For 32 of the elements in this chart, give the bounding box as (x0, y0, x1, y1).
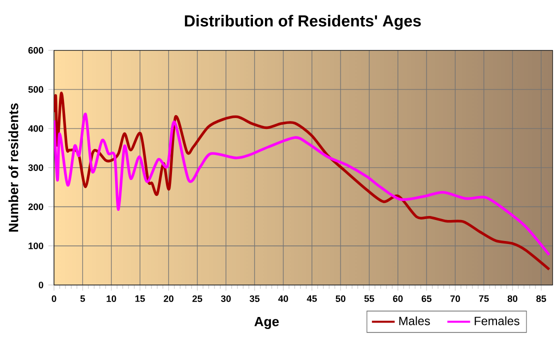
x-tick-label: 60 (393, 295, 403, 302)
y-tick-label: 0 (38, 282, 44, 288)
line-series (54, 92, 551, 271)
y-tick-label: 500 (28, 86, 44, 93)
legend-label: Females (474, 316, 520, 326)
x-tick-label: 45 (306, 295, 317, 302)
line-series (54, 112, 551, 256)
x-tick-label: 75 (479, 295, 489, 302)
x-tick-label: 70 (450, 295, 460, 302)
x-tick-label: 25 (192, 295, 202, 302)
x-tick-label: 55 (364, 295, 374, 302)
x-tick-label: 5 (80, 295, 86, 302)
y-tick-label: 600 (28, 47, 44, 54)
x-tick-label: 10 (106, 295, 116, 302)
x-tick-label: 80 (508, 295, 518, 302)
y-tick-label: 400 (28, 125, 44, 132)
y-tick-label: 300 (28, 164, 44, 171)
x-tick-label: 35 (250, 295, 260, 302)
y-tick-label: 100 (28, 242, 44, 250)
x-axis-title: Age (254, 316, 279, 329)
y-axis-title: Number of residents (8, 103, 18, 232)
x-tick-label: 20 (164, 295, 174, 302)
chart-title: Distribution of Residents' Ages (184, 14, 421, 30)
x-tick-label: 85 (536, 295, 546, 302)
y-tick-label: 200 (28, 203, 44, 210)
x-tick-label: 65 (422, 295, 432, 302)
x-tick-label: 0 (52, 295, 56, 302)
x-tick-label: 50 (336, 295, 346, 302)
x-tick-label: 15 (135, 295, 145, 302)
x-tick-label: 40 (278, 295, 288, 302)
legend-label: Males (399, 316, 430, 326)
x-tick-label: 30 (220, 295, 231, 302)
